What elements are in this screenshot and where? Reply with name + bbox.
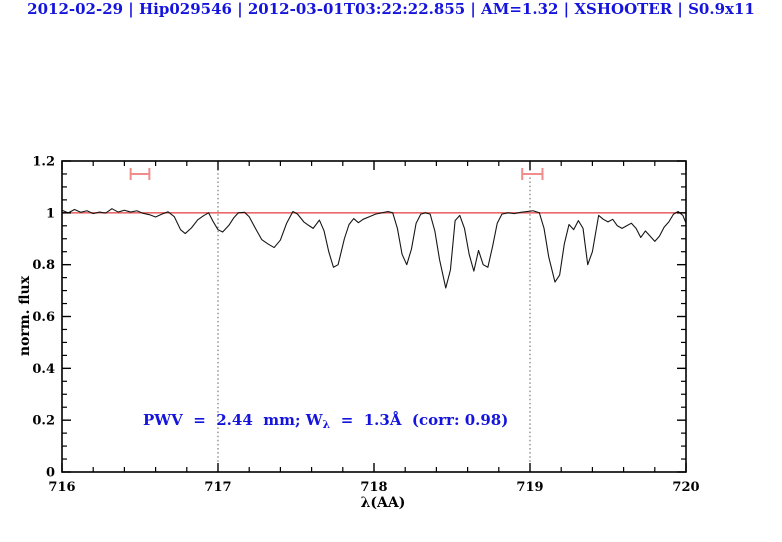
x-tick-label: 719	[516, 480, 543, 495]
x-tick-label: 716	[48, 480, 75, 495]
y-tick-label: 0	[46, 466, 55, 481]
x-axis-label: λ(AA)	[360, 495, 406, 511]
y-tick-label: 1.2	[32, 155, 55, 170]
pwv-annotation-suffix: = 1.3Å (corr: 0.98)	[330, 411, 509, 429]
pwv-annotation-subscript: λ	[322, 418, 331, 431]
y-axis-label: norm. flux	[17, 275, 33, 357]
y-tick-label: 1	[46, 206, 55, 221]
y-tick-label: 0.6	[32, 310, 55, 325]
x-tick-label: 717	[204, 480, 231, 495]
x-tick-label: 718	[360, 480, 387, 495]
pwv-annotation-prefix: PWV = 2.44 mm; W	[143, 411, 323, 429]
y-tick-label: 0.8	[32, 258, 55, 273]
observation-header: 2012-02-29 | Hip029546 | 2012-03-01T03:2…	[27, 0, 755, 18]
pwv-annotation: PWV = 2.44 mm; Wλ = 1.3Å (corr: 0.98)	[143, 411, 509, 431]
y-tick-label: 0.2	[32, 414, 55, 429]
y-tick-label: 0.4	[32, 362, 55, 377]
x-tick-label: 720	[672, 480, 699, 495]
spectrum-line	[61, 208, 687, 289]
